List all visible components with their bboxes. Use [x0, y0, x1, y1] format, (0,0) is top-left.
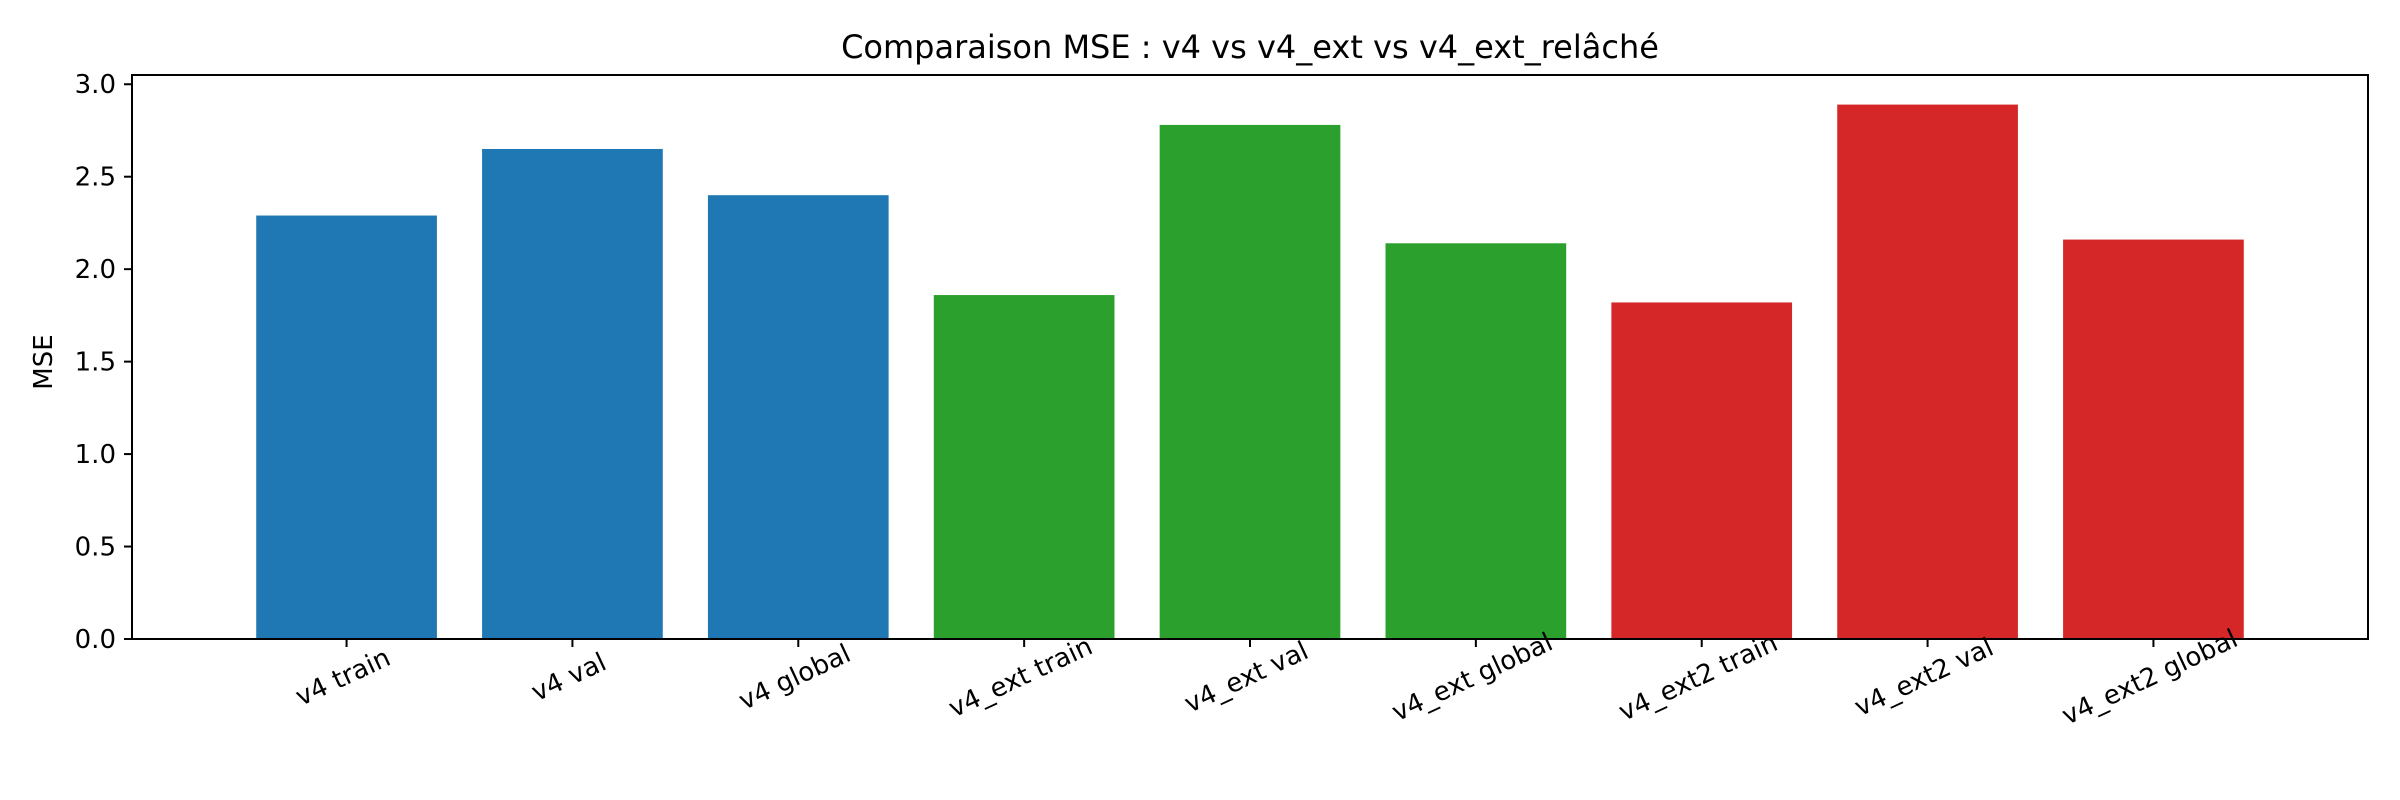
x-tick-label: v4_ext2 train — [1614, 628, 1782, 728]
y-tick-label: 0.5 — [75, 533, 116, 563]
x-tick-label: v4_ext global — [1387, 627, 1557, 728]
bar-v4_ext2-train — [1611, 302, 1793, 639]
y-tick-label: 0.0 — [75, 625, 116, 655]
bar-v4_ext-val — [1159, 124, 1341, 640]
y-tick-label: 2.5 — [75, 163, 116, 193]
x-tick-label: v4 train — [291, 643, 395, 713]
y-tick-label: 1.0 — [75, 440, 116, 470]
x-axis-ticks: v4 train v4 val v4 global v4_ext train v4_ex… — [291, 624, 2242, 732]
bar-v4_ext-train — [933, 295, 1115, 639]
chart-title: Comparaison MSE : v4 vs v4_ext vs v4_ext… — [841, 28, 1659, 66]
bar-v4-train — [256, 215, 437, 639]
y-tick-label: 2.0 — [75, 255, 116, 285]
y-axis-ticks: 0.0 0.5 1.0 1.5 2.0 2.5 3.0 — [75, 70, 132, 655]
bars-layer — [256, 104, 2244, 640]
x-tick-label: v4_ext2 global — [2058, 624, 2243, 732]
x-tick-label: v4_ext2 val — [1850, 633, 1998, 723]
y-tick-label: 1.5 — [75, 348, 116, 378]
bar-v4-global — [707, 195, 889, 639]
y-tick-label: 3.0 — [75, 70, 116, 100]
x-tick-label: v4_ext val — [1180, 636, 1313, 719]
x-tick-label: v4_ext train — [944, 631, 1097, 724]
bar-v4_ext2-global — [2063, 239, 2244, 640]
bar-v4-val — [482, 148, 663, 639]
bar-v4_ext-global — [1385, 243, 1567, 640]
y-axis-label: MSE — [29, 334, 59, 389]
bar-v4_ext2-val — [1837, 104, 2018, 639]
x-tick-label: v4 global — [734, 639, 855, 717]
x-tick-label: v4 val — [527, 648, 611, 708]
plot-frame — [131, 74, 2369, 640]
